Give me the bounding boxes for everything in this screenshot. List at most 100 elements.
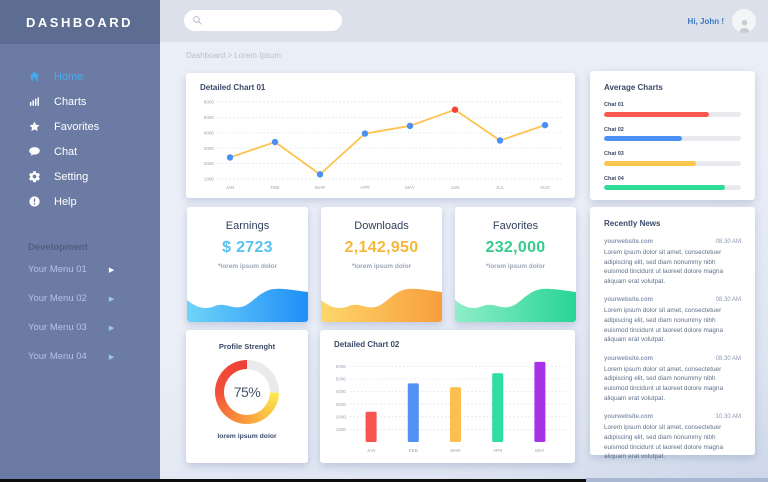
svg-text:AUG: AUG <box>540 185 550 190</box>
search-icon <box>193 16 202 25</box>
sidebar-item-setting[interactable]: Setting <box>0 164 160 189</box>
dev-menu-item-4[interactable]: Your Menu 04 ▶ <box>0 344 160 369</box>
dev-menu-item-3[interactable]: Your Menu 03 ▶ <box>0 315 160 340</box>
stat-caption: *lorem ipsum dolor <box>351 263 412 270</box>
arrow-right-icon: ▶ <box>108 324 115 332</box>
user-avatar[interactable] <box>732 9 756 33</box>
news-body: Lorem ipsum dolor sit amet, consectetuer… <box>604 424 724 461</box>
news-source: yourwebsite.com <box>604 239 654 245</box>
detailed-chart-01-card: Detailed Chart 01 6000 5000 4000 3000 2000 10… <box>186 73 575 198</box>
progress-group-3: Chat 03 <box>604 151 741 166</box>
svg-text:MAR: MAR <box>315 185 326 190</box>
progress-track <box>604 111 741 117</box>
search-input[interactable] <box>208 16 328 25</box>
svg-text:3000: 3000 <box>204 146 215 151</box>
sidebar-item-label: Chat <box>54 145 78 158</box>
news-body: Lorem ipsum dolor sit amet, consectetuer… <box>604 249 724 285</box>
news-body: Lorem ipsum dolor sit amet, consectetuer… <box>604 307 724 344</box>
svg-text:FEB: FEB <box>409 448 418 453</box>
charts-icon <box>28 95 41 108</box>
svg-text:4000: 4000 <box>204 130 215 135</box>
news-item-3[interactable]: yourwebsite.com 08.30 AM Lorem ipsum dol… <box>604 356 741 403</box>
search-bar[interactable] <box>184 10 342 31</box>
svg-text:APR: APR <box>360 185 370 190</box>
svg-text:FEB: FEB <box>271 185 280 190</box>
chart-title: Detailed Chart 01 <box>200 83 266 92</box>
progress-group-4: Chat 04 <box>604 175 741 190</box>
svg-text:6000: 6000 <box>336 364 347 369</box>
news-source: yourwebsite.com <box>604 414 654 421</box>
progress-track <box>604 185 741 190</box>
progress-label: Chat 04 <box>604 175 624 182</box>
news-title: Recently News <box>604 219 661 228</box>
sidebar-item-help[interactable]: Help <box>0 189 160 214</box>
donut-title: Profile Strenght <box>218 342 276 351</box>
progress-fill <box>604 136 683 141</box>
stat-card-earnings: Earnings $ 2723 *lorem ipsum dolor <box>187 207 308 322</box>
sidebar-item-label: Home <box>54 70 84 83</box>
recently-news-card: Recently News yourwebsite.com 08.30 AM L… <box>590 207 755 460</box>
svg-text:MAY: MAY <box>535 448 545 453</box>
development-section: Development Your Menu 01 ▶ Your Menu 02 … <box>0 242 160 369</box>
progress-fill <box>604 111 710 117</box>
progress-track <box>604 136 741 141</box>
development-label: Development <box>28 242 88 253</box>
average-charts-card: Average Charts Chat 01 Chat 02 Chat 03 C… <box>590 71 755 200</box>
stat-title: Downloads <box>354 220 409 232</box>
user-block: Hi, John ! <box>688 0 756 42</box>
news-item-1[interactable]: yourwebsite.com 08.30 AM Lorem ipsum dol… <box>604 239 741 286</box>
development-menu: Your Menu 01 ▶ Your Menu 02 ▶ Your Menu … <box>0 257 160 369</box>
dev-menu-label: Your Menu 04 <box>28 351 87 362</box>
stat-caption: *lorem ipsum dolor <box>485 263 546 270</box>
news-source: yourwebsite.com <box>604 355 654 362</box>
sidebar: DASHBOARD Home Charts Favorites Chat Set… <box>0 0 160 479</box>
gear-icon <box>28 170 41 183</box>
stat-caption: *lorem ipsum dolor <box>217 263 278 270</box>
news-time: 08.30 AM <box>715 355 741 362</box>
svg-text:2000: 2000 <box>336 414 347 419</box>
sidebar-item-label: Favorites <box>54 120 100 133</box>
sidebar-item-chat[interactable]: Chat <box>0 139 160 164</box>
svg-text:APR: APR <box>493 448 503 453</box>
dev-menu-label: Your Menu 02 <box>28 293 87 304</box>
donut-value: 75% <box>233 384 261 400</box>
stat-card-favorites: Favorites 232,000 *lorem ipsum dolor <box>455 207 576 322</box>
progress-bar-list: Chat 01 Chat 02 Chat 03 Chat 04 <box>604 102 741 190</box>
detailed-chart-02-card: Detailed Chart 02 6000 5000 4000 3000 2000 10… <box>320 330 575 463</box>
news-time: 08.30 AM <box>715 239 741 245</box>
svg-text:3000: 3000 <box>336 402 347 407</box>
stat-title: Earnings <box>225 220 270 232</box>
progress-fill <box>604 160 696 166</box>
dev-menu-item-2[interactable]: Your Menu 02 ▶ <box>0 286 160 311</box>
svg-text:MAR: MAR <box>450 448 461 453</box>
svg-text:1000: 1000 <box>204 177 215 182</box>
dev-menu-item-1[interactable]: Your Menu 01 ▶ <box>0 257 160 282</box>
person-icon <box>738 19 750 33</box>
progress-group-2: Chat 02 <box>604 127 741 141</box>
donut-caption: lorem ipsum dolor <box>217 433 277 440</box>
svg-text:4000: 4000 <box>336 389 347 394</box>
news-time: 08.30 AM <box>715 297 741 304</box>
arrow-right-icon: ▶ <box>108 295 115 303</box>
sidebar-item-home[interactable]: Home <box>0 64 160 89</box>
chat-icon <box>28 145 41 158</box>
svg-text:JAN: JAN <box>226 185 235 190</box>
svg-text:MAY: MAY <box>405 185 415 190</box>
svg-text:5000: 5000 <box>336 377 347 382</box>
svg-text:2000: 2000 <box>204 161 215 166</box>
chart-title: Detailed Chart 02 <box>334 340 400 349</box>
stat-value: $ 2723 <box>222 239 273 256</box>
news-item-2[interactable]: yourwebsite.com 08.30 AM Lorem ipsum dol… <box>604 297 741 344</box>
stat-value: 2,142,950 <box>344 239 419 256</box>
progress-label: Chat 01 <box>604 102 624 108</box>
stat-wave-chart <box>187 282 308 322</box>
profile-strength-card: Profile Strenght 75% lorem ipsum dolor <box>186 330 308 463</box>
brand-title: DASHBOARD <box>26 14 133 30</box>
news-item-4[interactable]: yourwebsite.com 10.30 AM Lorem ipsum dol… <box>604 414 741 461</box>
svg-text:JAN: JAN <box>367 448 376 453</box>
sidebar-item-favorites[interactable]: Favorites <box>0 114 160 139</box>
progress-group-1: Chat 01 <box>604 102 741 117</box>
sidebar-item-charts[interactable]: Charts <box>0 89 160 114</box>
dev-menu-label: Your Menu 03 <box>28 322 87 333</box>
star-icon <box>28 120 41 133</box>
